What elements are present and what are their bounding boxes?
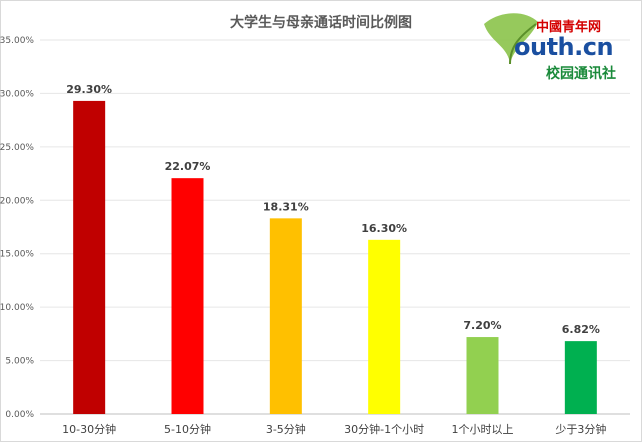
chart-title: 大学生与母亲通话时间比例图 (230, 15, 412, 31)
logo-sub-text: 校园通讯社 (546, 66, 616, 82)
bar (171, 178, 204, 414)
bar (73, 100, 106, 414)
y-tick-label: 15.00% (0, 250, 34, 260)
bar (564, 341, 597, 414)
y-tick-label: 35.00% (0, 36, 34, 46)
logo-top-text: 中國青年网 (536, 20, 602, 35)
bar (269, 218, 302, 414)
x-tick-label: 30分钟-1个小时 (344, 422, 424, 436)
logo-main-text: outh.cn (514, 33, 614, 61)
y-tick-label: 10.00% (0, 303, 34, 313)
ginkgo-leaf-icon (484, 13, 538, 65)
y-tick-label: 20.00% (0, 196, 34, 206)
x-tick-label: 1个小时以上 (452, 423, 514, 436)
bar (368, 239, 401, 414)
data-label: 7.20% (463, 319, 501, 332)
y-tick-label: 25.00% (0, 143, 34, 153)
x-tick-label: 10-30分钟 (62, 422, 116, 436)
data-label: 18.31% (263, 200, 309, 213)
data-label: 29.30% (66, 83, 112, 96)
bar (466, 337, 499, 414)
y-tick-label: 0.00% (5, 410, 34, 420)
data-label: 6.82% (562, 323, 600, 336)
x-tick-label: 少于3分钟 (555, 422, 606, 436)
y-tick-label: 30.00% (0, 89, 34, 99)
data-label: 16.30% (361, 222, 407, 235)
x-tick-label: 5-10分钟 (164, 422, 211, 436)
y-tick-label: 5.00% (5, 357, 34, 367)
logo: 中國青年网 outh.cn 校园通讯社 (480, 6, 636, 84)
data-label: 22.07% (165, 160, 211, 173)
x-tick-label: 3-5分钟 (266, 422, 306, 436)
